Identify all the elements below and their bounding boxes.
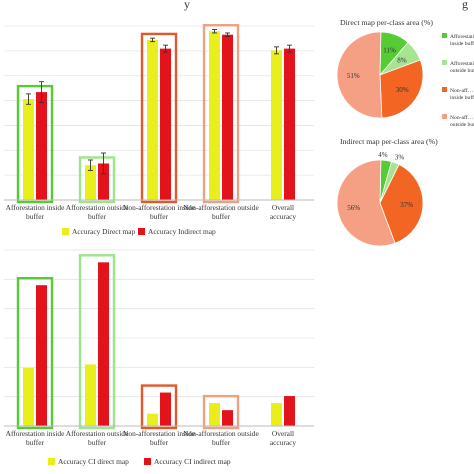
tick-label: buffer	[212, 438, 230, 447]
tick-label: Non-afforestation inside	[123, 203, 196, 212]
slice-label: 11%	[383, 47, 396, 55]
bottom-ci-chart: Afforestation insidebufferAfforestation …	[4, 249, 314, 466]
slice-label: 51%	[347, 72, 360, 80]
highlight-frame	[140, 384, 178, 430]
pie-slice	[379, 163, 424, 244]
top-accuracy-chart: Afforestation insidebufferAfforestation …	[4, 24, 314, 236]
tick-label: buffer	[26, 438, 44, 447]
tick-label: buffer	[26, 212, 44, 221]
slice-label: 8%	[397, 56, 407, 64]
bar	[23, 99, 34, 200]
bar	[222, 34, 233, 201]
highlight-frame	[78, 156, 116, 204]
slice-label: 56%	[347, 204, 360, 212]
tick-label: Afforestation inside	[6, 203, 65, 212]
pie-legend-label: Afforestation	[450, 60, 474, 67]
tick-label: Non-afforestation outside	[183, 429, 259, 438]
highlight-frame	[78, 254, 116, 430]
pie-slice	[379, 59, 424, 119]
title-fragment-left: y	[184, 0, 190, 11]
bar	[284, 48, 295, 201]
legend-swatch	[48, 458, 55, 465]
pie-legend-label: Non-aff…	[450, 114, 473, 121]
title-fragment-right: g	[462, 0, 468, 11]
tick-label: Overall	[272, 429, 294, 438]
bar	[36, 285, 47, 426]
legend-label: Accuracy CI direct map	[58, 457, 129, 466]
pie-legend-label: outside buffer	[450, 67, 474, 74]
pie-legend-label: inside buffer	[450, 40, 474, 47]
tick-label: buffer	[150, 438, 168, 447]
tick-label: buffer	[150, 212, 168, 221]
tick-label: Afforestation outside	[66, 203, 129, 212]
bar	[209, 403, 220, 426]
bar	[147, 39, 158, 200]
pie-title: Direct map per-class area (%)	[340, 18, 433, 27]
highlight-frame	[140, 32, 178, 204]
tick-label: buffer	[88, 438, 106, 447]
bar	[222, 410, 233, 426]
bar	[23, 367, 34, 426]
bar	[271, 50, 282, 200]
pie-legend-label: Non-aff…	[450, 87, 473, 94]
bar	[36, 92, 47, 200]
bar	[98, 163, 109, 200]
legend-swatch	[144, 458, 151, 465]
direct-map-pie: Direct map per-class area (%) 11%8% 30% 51%…	[336, 18, 474, 128]
bar	[85, 165, 96, 200]
slice-label: 4%	[378, 151, 388, 159]
pie-slice	[336, 159, 396, 247]
indirect-map-pie: Indirect map per-class area (%) 4% 3% 37% 56…	[336, 137, 438, 247]
bar	[284, 396, 295, 426]
tick-label: Afforestation inside	[6, 429, 65, 438]
tick-label: buffer	[212, 212, 230, 221]
highlight-frame	[202, 24, 240, 204]
highlight-frame	[16, 277, 54, 430]
legend-label: Accuracy Indirect map	[148, 227, 216, 236]
highlight-frame	[202, 394, 240, 430]
bar	[271, 403, 282, 426]
slice-label: 30%	[396, 86, 409, 94]
pie-legend-swatch	[442, 60, 447, 65]
pie-legend-swatch	[442, 33, 447, 38]
tick-label: accuracy	[270, 212, 297, 221]
legend-swatch	[138, 228, 145, 235]
bar	[209, 31, 220, 200]
pie-title: Indirect map per-class area (%)	[340, 137, 438, 146]
tick-label: Overall	[272, 203, 294, 212]
bar	[98, 262, 109, 426]
pie-legend-swatch	[442, 114, 447, 119]
slice-label: 3%	[395, 153, 405, 161]
tick-label: Afforestation outside	[66, 429, 129, 438]
pie-slice	[336, 31, 383, 119]
highlight-frame	[16, 84, 54, 204]
slice-label: 37%	[400, 201, 413, 209]
tick-label: buffer	[88, 212, 106, 221]
tick-label: accuracy	[270, 438, 297, 447]
pie-legend-swatch	[442, 87, 447, 92]
legend-label: Accuracy Direct map	[72, 227, 136, 236]
bar	[147, 413, 158, 426]
pie-legend-label: inside buffer	[450, 94, 474, 101]
pie-legend-label: outside buffer	[450, 121, 474, 128]
tick-label: Non-afforestation inside	[123, 429, 196, 438]
bar	[160, 392, 171, 426]
pie-legend-label: Afforestation	[450, 33, 474, 40]
tick-label: Non-afforestation outside	[183, 203, 259, 212]
legend-label: Accuracy CI indirect map	[154, 457, 231, 466]
bar	[160, 48, 171, 201]
bar	[85, 364, 96, 426]
legend-swatch	[62, 228, 69, 235]
